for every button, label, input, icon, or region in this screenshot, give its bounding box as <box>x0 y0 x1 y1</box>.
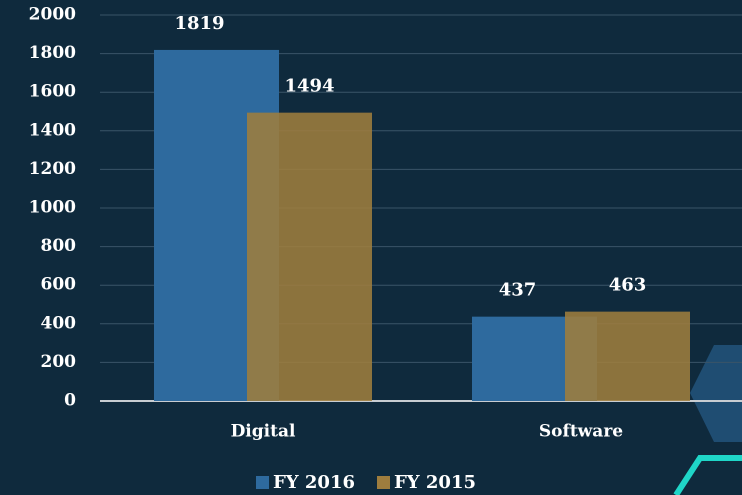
legend-swatch <box>377 476 390 489</box>
y-tick-label: 1800 <box>29 43 76 63</box>
decoration-hexagon <box>690 345 742 442</box>
bar <box>565 311 690 401</box>
x-tick-label: Software <box>539 422 623 442</box>
y-tick-label: 1600 <box>29 82 76 102</box>
x-tick-label: Digital <box>231 422 296 442</box>
y-tick-label: 1400 <box>29 120 76 140</box>
data-label: 1494 <box>284 76 334 97</box>
y-tick-label: 600 <box>41 275 77 295</box>
decoration-line <box>673 455 742 495</box>
legend-label: FY 2015 <box>394 472 476 493</box>
y-tick-label: 1200 <box>29 159 76 179</box>
data-label: 463 <box>609 275 647 296</box>
bars <box>154 49 690 402</box>
labels: 0 200 400 600 800 1000 1200 1400 1600 1800 2000 Dig… <box>29 5 647 494</box>
legend-label: FY 2016 <box>273 472 355 493</box>
y-tick-label: 2000 <box>29 5 76 25</box>
y-tick-label: 800 <box>41 236 77 256</box>
bar <box>247 112 372 402</box>
y-tick-label: 0 <box>64 391 76 411</box>
data-label: 437 <box>499 280 537 301</box>
data-label: 1819 <box>174 13 224 34</box>
y-tick-label: 400 <box>41 313 77 333</box>
y-tick-label: 200 <box>41 352 77 372</box>
legend-swatch <box>256 476 269 489</box>
y-tick-label: 1000 <box>29 198 76 218</box>
